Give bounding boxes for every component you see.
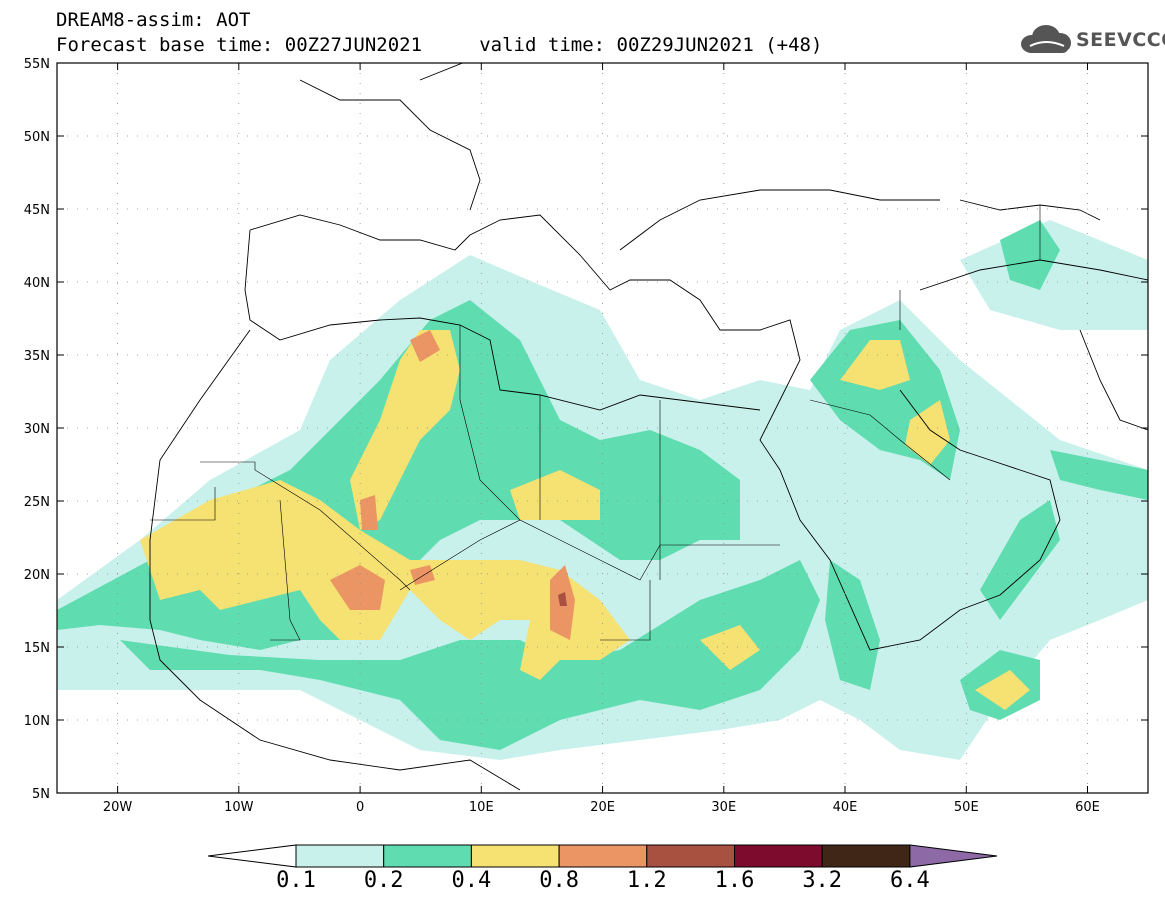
colorbar-segment: [383, 844, 472, 868]
lat-label: 10N: [24, 714, 50, 729]
lat-label: 35N: [24, 349, 50, 364]
lon-label: 20E: [590, 800, 615, 815]
colorbar-label: 6.4: [890, 868, 930, 893]
colorbar-segment: [734, 844, 823, 868]
lon-label: 60E: [1075, 800, 1100, 815]
lat-label: 55N: [24, 57, 50, 72]
lon-label: 50E: [954, 800, 979, 815]
cloud-icon: [1021, 25, 1071, 53]
colorbar-label: 0.2: [363, 868, 404, 893]
colorbar-label: 1.6: [714, 868, 755, 893]
lat-label: 5N: [32, 787, 50, 802]
lat-label: 15N: [24, 641, 50, 656]
axis-ticks: [57, 63, 1148, 793]
colorbar-over-triangle: [909, 844, 998, 868]
colorbar-segment: [470, 844, 560, 868]
borders: [150, 205, 1041, 641]
colorbar-label: 1.2: [626, 868, 667, 893]
forecast-time-line: Forecast base time: 00Z27JUN2021 valid t…: [56, 34, 823, 56]
seevccc-logo: SEEVCCC: [1018, 22, 1165, 56]
colorbar-segment: [295, 844, 385, 868]
logo-text: SEEVCCC: [1076, 29, 1165, 51]
lon-label: 40E: [833, 800, 858, 815]
coastlines: [149, 63, 1148, 791]
colorbar-label: 0.8: [539, 868, 579, 893]
lon-label: 10W: [224, 800, 254, 815]
colorbar-segment: [558, 844, 648, 868]
lon-label: 0: [356, 800, 364, 815]
lat-label: 40N: [24, 276, 50, 291]
lat-label: 30N: [24, 422, 50, 437]
colorbar-label: 0.4: [451, 868, 492, 893]
colorbar-label: 0.1: [276, 868, 316, 893]
colorbar: [207, 844, 998, 868]
colorbar-label: 3.2: [802, 868, 843, 893]
lon-label: 10E: [469, 800, 494, 815]
colorbar-segment: [646, 844, 735, 868]
lat-label: 20N: [24, 568, 50, 583]
lon-label: 20W: [103, 800, 133, 815]
lat-label: 45N: [24, 203, 50, 218]
map-title: DREAM8-assim: AOT: [56, 9, 251, 31]
colorbar-segment: [821, 844, 911, 868]
aot-field: [57, 220, 1148, 760]
lat-label: 50N: [24, 130, 50, 145]
colorbar-under-triangle: [207, 844, 297, 868]
lon-label: 30E: [711, 800, 736, 815]
lat-label: 25N: [24, 495, 50, 510]
